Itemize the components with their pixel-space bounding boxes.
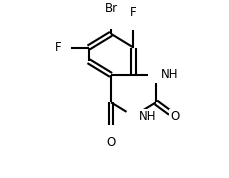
Text: NH: NH xyxy=(138,109,155,123)
Text: NH: NH xyxy=(160,68,177,82)
Text: O: O xyxy=(169,109,179,123)
Text: F: F xyxy=(54,41,61,54)
Text: F: F xyxy=(130,6,136,19)
Text: Br: Br xyxy=(104,2,117,15)
Text: O: O xyxy=(106,136,115,149)
